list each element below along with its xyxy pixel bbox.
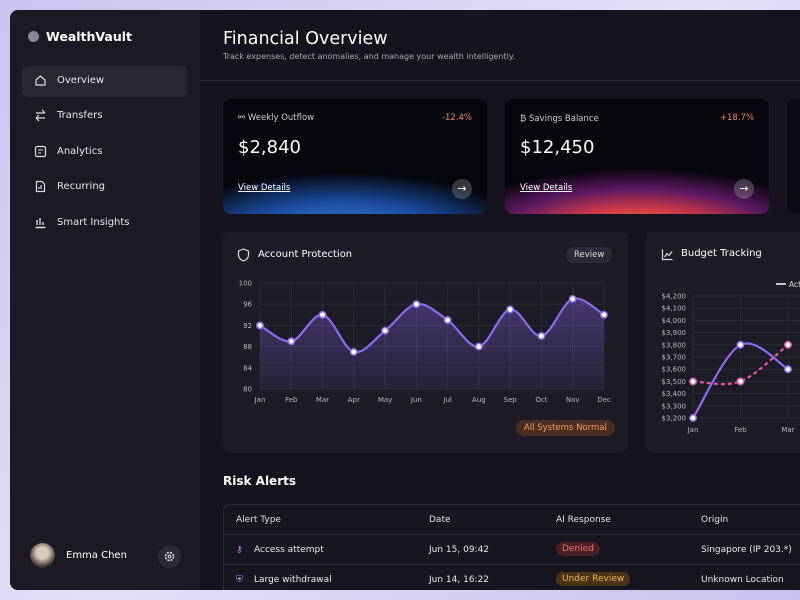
avatar xyxy=(30,543,55,568)
card-change: +18.7% xyxy=(719,113,754,123)
nav-label: Recurring xyxy=(57,181,105,192)
column-header: Origin xyxy=(701,515,729,525)
row-icon: ⚷ xyxy=(236,545,243,555)
panel-title: Budget Tracking xyxy=(681,248,762,259)
card-arrow[interactable]: → xyxy=(452,179,472,199)
cell: Unknown Location xyxy=(701,575,784,585)
row-divider xyxy=(224,534,800,535)
card-label-text: Savings Balance xyxy=(529,114,599,124)
nav-item[interactable]: Smart Insights xyxy=(22,208,187,239)
brand: WealthVault xyxy=(46,29,132,44)
budget-panel: Budget Tracking xyxy=(646,232,800,453)
column-header: AI Response xyxy=(556,515,611,525)
card-amount: $12,450 xyxy=(520,137,595,158)
cell: Jun 15, 09:42 xyxy=(429,545,490,555)
nav-label: Overview xyxy=(57,75,105,86)
row-icon: ⛨ xyxy=(236,575,243,585)
section-title: Risk Alerts xyxy=(223,474,296,488)
card-label: ⚯ Weekly Outflow xyxy=(238,113,315,123)
nav-item[interactable]: Recurring xyxy=(22,172,187,203)
card-link[interactable]: View Details xyxy=(238,183,291,193)
nav-item[interactable]: Transfers xyxy=(22,101,187,132)
column-header: Date xyxy=(429,515,451,525)
cell: Singapore (IP 203.*) xyxy=(701,545,792,555)
nav-label: Smart Insights xyxy=(57,217,130,228)
protection-panel: Account Protection Review All Systems No… xyxy=(223,232,628,453)
cell: Jun 14, 16:22 xyxy=(429,575,490,585)
status-badge: All Systems Normal xyxy=(516,420,615,436)
card-label: ₿ Savings Balance xyxy=(520,114,599,124)
row-divider xyxy=(224,564,800,565)
stat-card: ₿ Savings Balance +18.7% $12,450 View De… xyxy=(505,99,769,214)
cell: Access attempt xyxy=(254,545,324,555)
card-amount: $2,840 xyxy=(238,137,301,158)
sidebar: WealthVault Overview Transfers Analytics… xyxy=(10,10,200,590)
review-button[interactable]: Review xyxy=(566,247,613,263)
nav-item[interactable]: Analytics xyxy=(22,137,187,168)
status-badge: Under Review xyxy=(556,572,631,586)
stat-card xyxy=(787,99,800,214)
card-change: -12.4% xyxy=(441,113,472,123)
page-subtitle: Track expenses, detect anomalies, and ma… xyxy=(223,52,515,61)
panel-title: Account Protection xyxy=(258,249,353,260)
page-title: Financial Overview xyxy=(223,29,388,49)
cell: Large withdrawal xyxy=(254,575,332,585)
logo xyxy=(28,31,39,42)
risk-table: Alert Type Date AI Response Origin ⚷ Acc… xyxy=(223,504,800,590)
divider xyxy=(200,80,800,81)
user-name: Emma Chen xyxy=(66,550,127,561)
nav-label: Analytics xyxy=(57,146,103,157)
stat-card: ⚯ Weekly Outflow -12.4% $2,840 View Deta… xyxy=(223,99,487,214)
settings-button[interactable] xyxy=(158,545,181,568)
card-link[interactable]: View Details xyxy=(520,183,573,193)
card-label-text: Weekly Outflow xyxy=(247,113,315,123)
column-header: Alert Type xyxy=(236,515,281,525)
status-badge: Denied xyxy=(556,542,600,556)
nav-item[interactable]: Overview xyxy=(22,66,187,97)
card-arrow[interactable]: → xyxy=(734,179,754,199)
nav-label: Transfers xyxy=(57,110,103,121)
app: WealthVault Overview Transfers Analytics… xyxy=(10,10,800,590)
